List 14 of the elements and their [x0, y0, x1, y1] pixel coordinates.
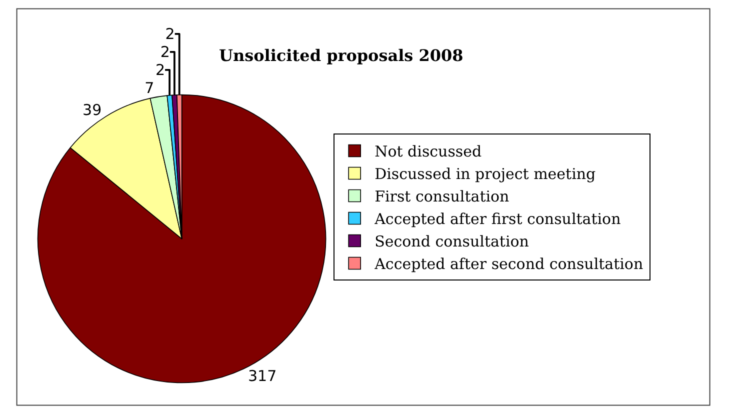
- text: Unsolicited proposals 2008: [219, 46, 464, 65]
- legend-label: Accepted after second consultation: [374, 255, 644, 274]
- data-label: 2: [160, 42, 170, 61]
- data-label: 317: [248, 367, 277, 386]
- legend-label: Not discussed: [374, 142, 482, 161]
- data-label: 39: [82, 100, 102, 119]
- legend-label: Accepted after first consultation: [374, 210, 622, 228]
- legend-label: First consultation: [374, 188, 510, 206]
- data-label: 2: [165, 24, 175, 43]
- pie-slice: [70, 98, 182, 240]
- legend-label: Second consultation: [374, 232, 530, 251]
- data-label: 2: [156, 60, 166, 79]
- data-label: 7: [144, 78, 154, 97]
- legend-label: Discussed in project meeting: [374, 165, 596, 184]
